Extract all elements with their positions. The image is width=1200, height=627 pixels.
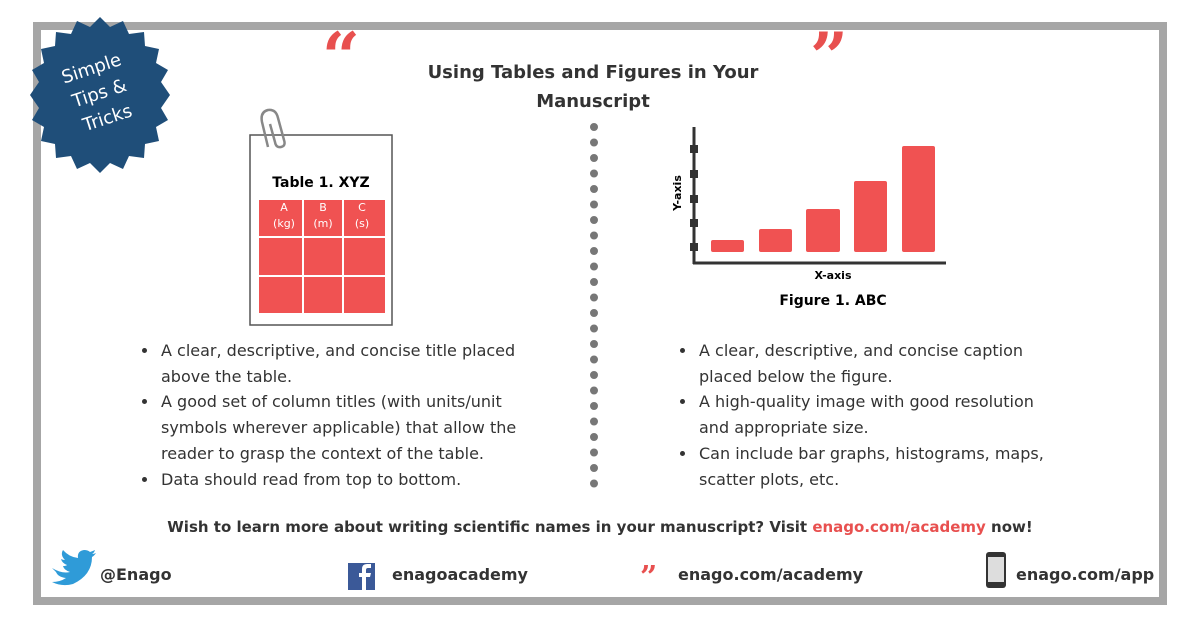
figure-tips: A clear, descriptive, and concise captio…	[679, 338, 1067, 492]
quote-open: “	[322, 18, 360, 96]
bullet: A clear, descriptive, and concise title …	[159, 338, 539, 389]
x-axis-label: X-axis	[815, 269, 852, 282]
bullet: A high-quality image with good resolutio…	[697, 389, 1067, 440]
figure-illustration: Y-axis X-axis Figure 1. ABC	[671, 127, 946, 309]
twitter-handle[interactable]: @Enago	[100, 565, 172, 584]
column-unit: (kg)	[273, 217, 295, 230]
column-name: A	[280, 201, 288, 214]
column-unit: (s)	[355, 217, 369, 230]
bullet: Can include bar graphs, histograms, maps…	[697, 441, 1067, 492]
bullet: A clear, descriptive, and concise captio…	[697, 338, 1067, 389]
table-tips: A clear, descriptive, and concise title …	[141, 338, 539, 492]
bullet: A good set of column titles (with units/…	[159, 389, 539, 466]
column-name: B	[319, 201, 327, 214]
column-name: C	[358, 201, 366, 214]
website-link[interactable]: enago.com/academy	[678, 565, 864, 584]
enago-icon: ”	[640, 560, 657, 595]
title: Using Tables and Figures in Your Manuscr…	[427, 62, 759, 112]
y-axis-label: Y-axis	[671, 175, 684, 212]
badge: Simple Tips & Tricks	[30, 17, 170, 173]
twitter-icon	[52, 550, 96, 586]
footer: Wish to learn more about writing scienti…	[0, 518, 1200, 536]
frame	[33, 22, 1167, 605]
column-unit: (m)	[313, 217, 332, 230]
table-illustration: Table 1. XYZ A (kg) B (m) C (s)	[249, 108, 393, 326]
facebook-handle[interactable]: enagoacademy	[392, 565, 528, 584]
bullet: Data should read from top to bottom.	[159, 467, 539, 493]
quote-close: ”	[810, 18, 848, 96]
app-link[interactable]: enago.com/app	[1016, 565, 1155, 584]
figure-caption: Figure 1. ABC	[779, 293, 886, 309]
table-title: Table 1. XYZ	[272, 175, 369, 191]
footer-end: now!	[991, 518, 1033, 536]
footer-link[interactable]: enago.com/academy	[812, 518, 986, 536]
footer-text: Wish to learn more about writing scienti…	[167, 518, 808, 536]
